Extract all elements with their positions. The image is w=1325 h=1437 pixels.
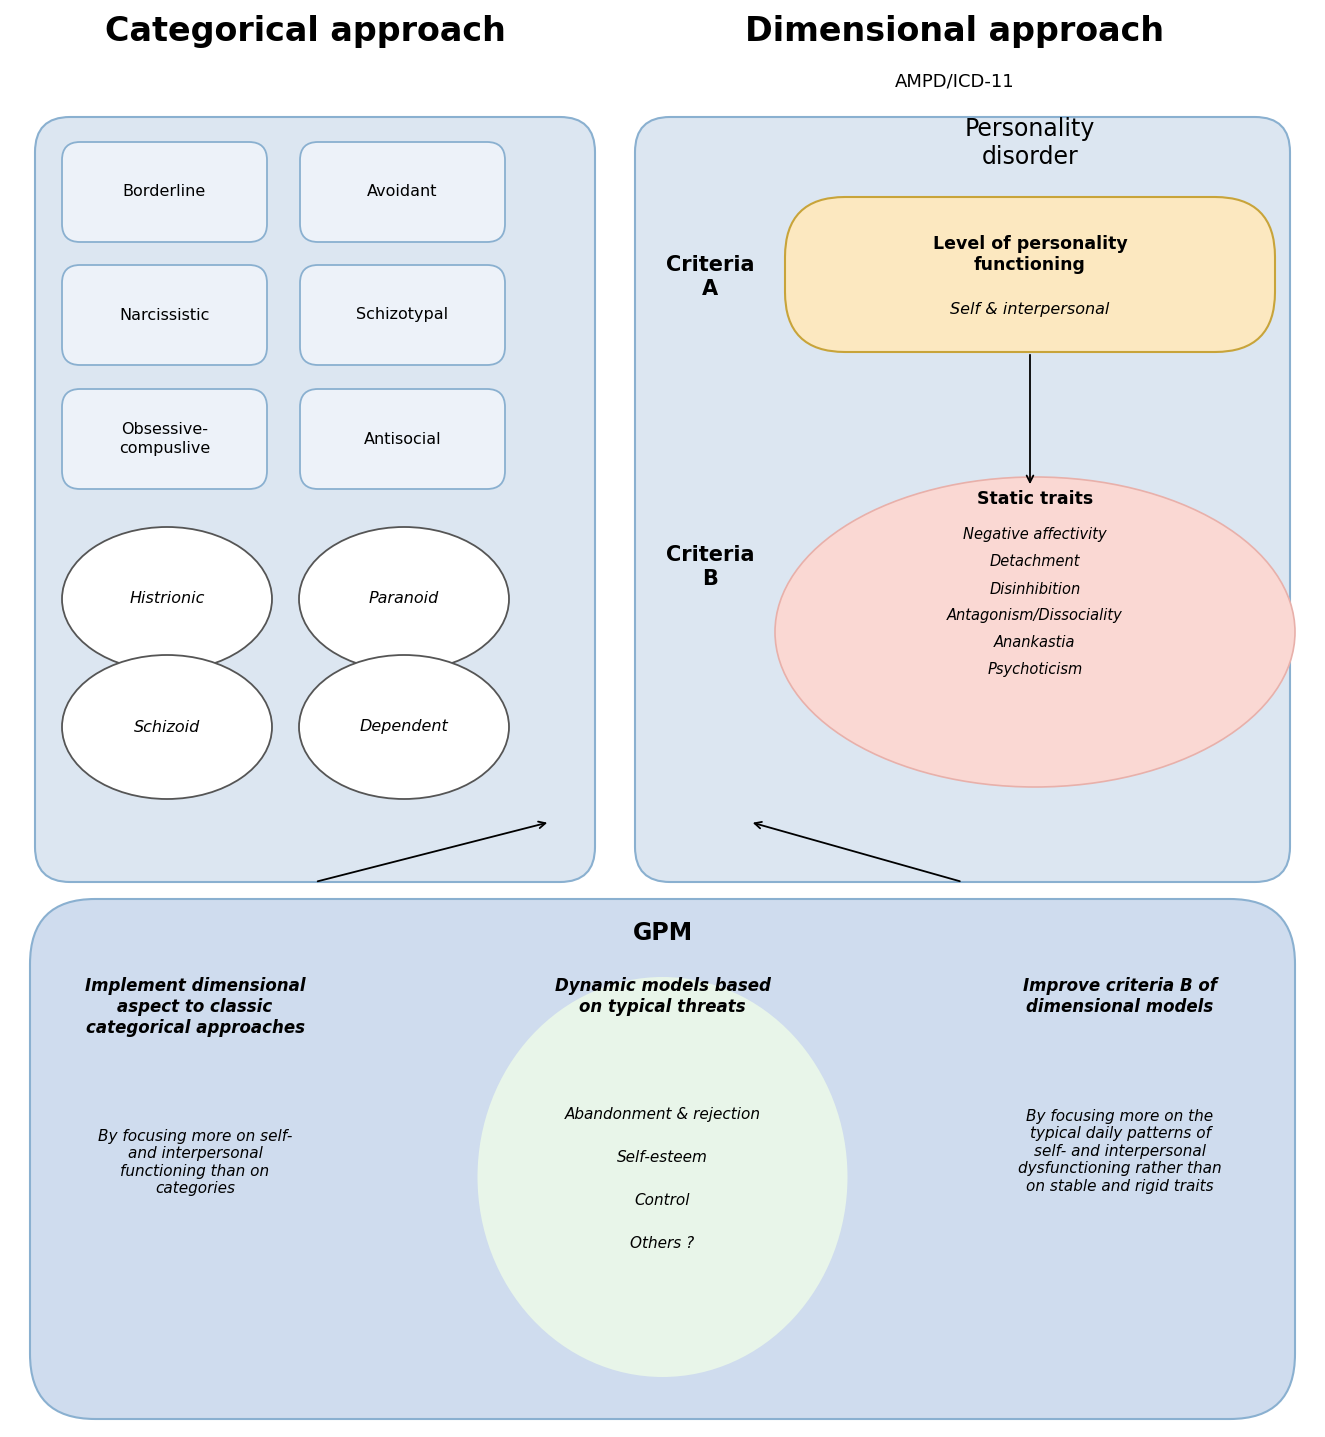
FancyBboxPatch shape [62,264,268,365]
Text: GPM: GPM [632,921,693,946]
Text: Criteria
A: Criteria A [665,256,754,299]
Text: Criteria
B: Criteria B [665,546,754,589]
Text: By focusing more on self-
and interpersonal
functioning than on
categories: By focusing more on self- and interperso… [98,1129,293,1196]
Text: Improve criteria B of
dimensional models: Improve criteria B of dimensional models [1023,977,1216,1016]
Text: Implement dimensional
aspect to classic
categorical approaches: Implement dimensional aspect to classic … [85,977,305,1036]
Text: Schizotypal: Schizotypal [356,308,449,322]
FancyBboxPatch shape [62,389,268,489]
Ellipse shape [62,655,272,799]
Text: Negative affectivity: Negative affectivity [963,527,1106,543]
Text: Categorical approach: Categorical approach [105,14,505,47]
Text: By focusing more on the
typical daily patterns of
self- and interpersonal
dysfun: By focusing more on the typical daily pa… [1018,1109,1222,1194]
FancyBboxPatch shape [34,116,595,882]
Text: Psychoticism: Psychoticism [987,662,1083,677]
Text: Level of personality
functioning: Level of personality functioning [933,236,1128,274]
Text: Static traits: Static traits [977,490,1093,509]
FancyBboxPatch shape [784,197,1275,352]
Ellipse shape [477,977,848,1377]
Text: Self & interpersonal: Self & interpersonal [950,302,1109,318]
Ellipse shape [299,655,509,799]
FancyBboxPatch shape [299,142,505,241]
FancyBboxPatch shape [299,264,505,365]
Text: AMPD/ICD-11: AMPD/ICD-11 [896,72,1015,91]
Text: Antisocial: Antisocial [363,431,441,447]
FancyBboxPatch shape [635,116,1291,882]
Text: Dimensional approach: Dimensional approach [746,14,1165,47]
Text: Histrionic: Histrionic [130,592,204,606]
Text: Narcissistic: Narcissistic [119,308,209,322]
Text: Antagonism/Dissociality: Antagonism/Dissociality [947,608,1122,624]
Text: Detachment: Detachment [990,555,1080,569]
Text: Borderline: Borderline [123,184,207,200]
Text: Avoidant: Avoidant [367,184,437,200]
Text: Obsessive-
compuslive: Obsessive- compuslive [119,421,211,457]
Text: Others ?: Others ? [631,1236,694,1252]
Ellipse shape [775,477,1295,787]
Text: Dependent: Dependent [359,720,448,734]
Text: Dynamic models based
on typical threats: Dynamic models based on typical threats [555,977,770,1016]
Ellipse shape [62,527,272,671]
Ellipse shape [299,527,509,671]
FancyBboxPatch shape [30,900,1295,1418]
Text: Schizoid: Schizoid [134,720,200,734]
Text: Paranoid: Paranoid [368,592,439,606]
Text: Disinhibition: Disinhibition [990,582,1081,596]
Text: Abandonment & rejection: Abandonment & rejection [564,1106,761,1122]
FancyBboxPatch shape [299,389,505,489]
Text: Anankastia: Anankastia [994,635,1076,651]
Text: Control: Control [635,1193,690,1209]
FancyBboxPatch shape [62,142,268,241]
Text: Self-esteem: Self-esteem [617,1150,708,1165]
Text: Personality
disorder: Personality disorder [965,116,1096,168]
